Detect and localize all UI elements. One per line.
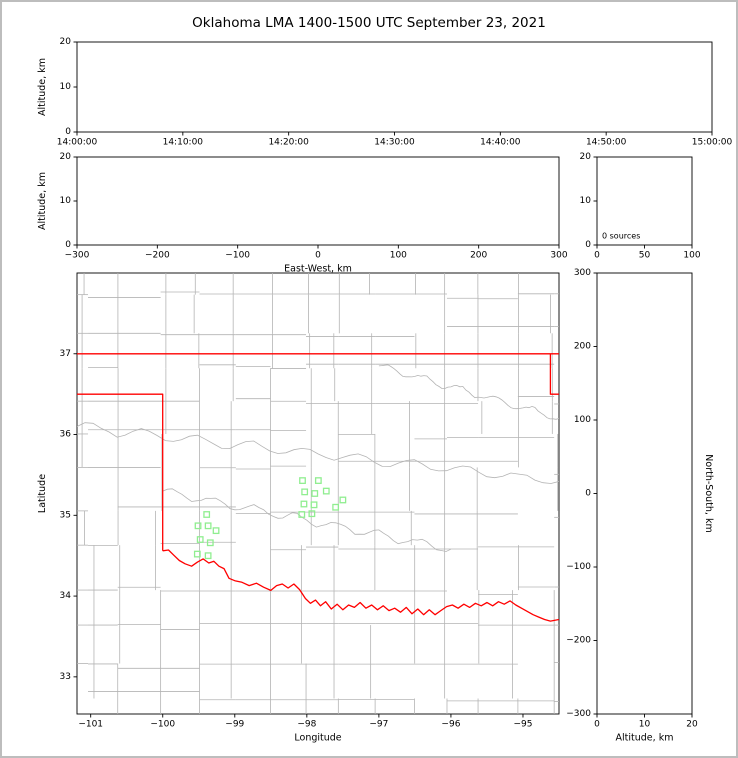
y-tick-label: 34 (60, 591, 72, 601)
lma-station-marker (311, 490, 319, 497)
x-tick-label: 14:30:00 (374, 138, 415, 148)
panel-ns-height: 0 10 20 −300 −200 −100 0 100 200 300 Altitude, km N… (566, 268, 714, 743)
y-tick-label: 200 (574, 342, 591, 352)
x-tick-label: −200 (145, 251, 170, 261)
x-tick-label: 50 (639, 251, 651, 261)
y-tick-label: 10 (580, 196, 592, 206)
lma-station-marker (203, 511, 211, 518)
y-tick-label: 33 (60, 672, 71, 682)
x-tick-label: 14:00:00 (57, 138, 98, 148)
lma-station-marker (300, 500, 308, 508)
panel-frame (76, 41, 713, 133)
x-tick-label: 14:20:00 (268, 138, 309, 148)
lma-station-marker (204, 552, 212, 560)
x-tick-label: 20 (686, 720, 698, 730)
panel-frame (596, 272, 693, 715)
y-tick-label: 20 (60, 37, 72, 47)
y-tick-label: 20 (60, 152, 72, 162)
lma-station-marker (196, 536, 204, 543)
lma-station-marker (299, 477, 306, 484)
y-axis-label: Altitude, km (37, 172, 48, 230)
lma-station-marker (322, 487, 330, 495)
x-tick-label: 0 (594, 720, 600, 730)
oklahoma-state-border (162, 549, 559, 622)
lma-station-marker (194, 522, 202, 530)
x-tick-label: 100 (683, 251, 700, 261)
lma-station-marker (308, 510, 316, 518)
x-tick-label: −101 (78, 720, 103, 730)
lma-station-marker (314, 477, 322, 484)
x-tick-label: −98 (297, 720, 316, 730)
x-tick-label: 14:10:00 (163, 138, 204, 148)
x-axis-label: Altitude, km (616, 732, 674, 743)
lma-station-marker (339, 496, 347, 504)
x-axis-label: Longitude (294, 732, 341, 743)
y-axis-label: Latitude (37, 474, 48, 513)
x-tick-label: 300 (550, 251, 567, 261)
x-tick-label: 0 (594, 251, 600, 261)
y-tick-label: 0 (65, 240, 71, 250)
y-tick-label: 10 (60, 82, 72, 92)
lma-station-marker (301, 488, 309, 496)
x-tick-label: 15:00:00 (692, 138, 733, 148)
panel-frame (76, 156, 560, 246)
lma-station-marker (204, 522, 212, 530)
panel-time-height: 14:00:00 14:10:00 14:20:00 14:30:00 14:40:00… (37, 37, 732, 148)
y-tick-label: 20 (580, 152, 592, 162)
map-layers (77, 273, 559, 714)
lma-station-marker (310, 501, 318, 509)
y-tick-label: 300 (574, 268, 591, 278)
oklahoma-state-border (77, 393, 164, 551)
x-tick-label: −100 (225, 251, 250, 261)
panel-alt-histogram: 0 50 100 0 10 20 0 sources (580, 152, 701, 261)
x-tick-label: 200 (470, 251, 487, 261)
x-tick-label: 14:40:00 (480, 138, 521, 148)
lma-station-marker (212, 527, 220, 535)
y-tick-label: 10 (60, 196, 72, 206)
y-tick-label: 100 (574, 415, 591, 425)
panel-ew-height: −300 −200 −100 0 100 200 300 0 10 20 East-West, km… (37, 152, 568, 274)
panel-plan-view: −101 −100 −99 −98 −97 −96 −95 33 34 35 36 37 Longitu… (37, 272, 560, 743)
y-tick-label: 36 (60, 430, 72, 440)
river-line (378, 364, 559, 420)
y-tick-label: 0 (65, 127, 71, 137)
x-tick-label: 0 (315, 251, 321, 261)
y-tick-label: −300 (566, 709, 591, 719)
y-tick-label: 0 (585, 240, 591, 250)
lma-station-marker (206, 539, 214, 547)
x-tick-label: −300 (65, 251, 90, 261)
panel-frame (76, 272, 560, 715)
lma-station-marker (193, 550, 201, 558)
x-tick-label: 100 (390, 251, 407, 261)
y-tick-label: 0 (585, 489, 591, 499)
x-tick-label: 10 (639, 720, 651, 730)
x-tick-label: −99 (225, 720, 244, 730)
x-tick-label: 14:50:00 (586, 138, 627, 148)
y-tick-label: −200 (566, 636, 591, 646)
lma-station-marker (298, 511, 306, 518)
sources-count-label: 0 sources (602, 232, 640, 241)
lma-station-marker (332, 503, 340, 511)
river-line (77, 422, 559, 484)
y-axis-label-right: North-South, km (703, 454, 714, 532)
oklahoma-state-border (549, 353, 559, 395)
y-tick-label: −100 (566, 562, 591, 572)
y-tick-label: 35 (60, 510, 71, 520)
x-tick-label: −96 (441, 720, 460, 730)
figure-title: Oklahoma LMA 1400-1500 UTC September 23,… (192, 15, 546, 31)
x-tick-label: −97 (369, 720, 388, 730)
y-tick-label: 37 (60, 349, 71, 359)
y-axis-label: Altitude, km (37, 58, 48, 116)
river-line (162, 488, 452, 552)
x-tick-label: −95 (513, 720, 532, 730)
x-tick-label: −100 (150, 720, 175, 730)
x-axis-label: East-West, km (284, 263, 352, 274)
